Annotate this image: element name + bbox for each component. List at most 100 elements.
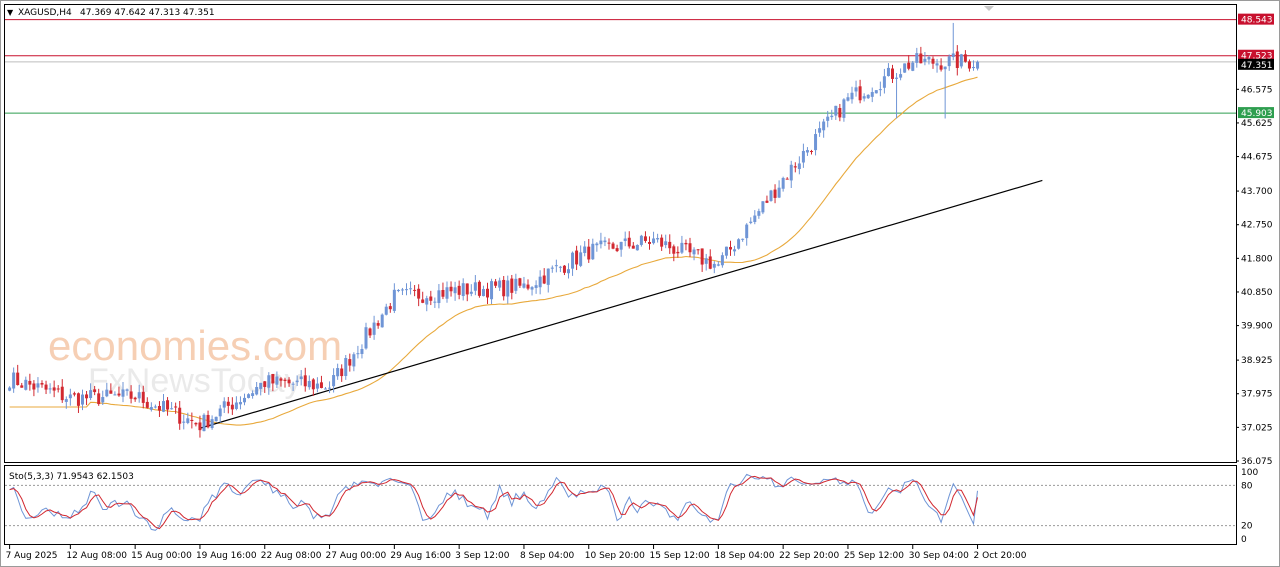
candle [923, 52, 927, 66]
candle-body [396, 290, 400, 292]
candle [36, 377, 40, 393]
candle-body [951, 53, 955, 58]
candle [785, 177, 789, 180]
candle [939, 58, 943, 72]
candle [510, 274, 514, 300]
candle [558, 265, 562, 273]
candle [182, 414, 186, 430]
candle-body [664, 241, 668, 246]
candle-body [716, 264, 720, 266]
candle [12, 367, 16, 393]
candle [886, 63, 890, 77]
candle-body [656, 238, 660, 240]
candle [311, 378, 315, 396]
candle-body [93, 389, 97, 393]
candle [571, 251, 575, 276]
candle-body [324, 388, 327, 390]
candle-body [76, 393, 80, 406]
candle [652, 231, 656, 245]
candle-body [388, 306, 392, 310]
price-tick-label: 42.750 [1241, 221, 1273, 231]
candle [76, 392, 80, 413]
candle-body [797, 163, 801, 170]
candle-body [449, 286, 453, 292]
candle [433, 297, 437, 308]
candle-body [660, 237, 664, 247]
candle [603, 236, 607, 247]
candle-body [125, 389, 129, 391]
candle [623, 231, 627, 247]
price-tick-label: 39.900 [1241, 322, 1273, 332]
candle-body [874, 90, 878, 94]
candle-body [534, 285, 538, 288]
trendline[interactable] [199, 179, 1043, 429]
candle [834, 105, 838, 120]
candle [295, 375, 299, 387]
candle [919, 46, 923, 64]
candle [526, 279, 530, 291]
candle-body [234, 402, 238, 409]
price-panel [4, 4, 1237, 463]
candle [141, 385, 145, 409]
candle-body [137, 392, 141, 399]
candle-body [526, 284, 530, 289]
candle [279, 377, 283, 387]
candle [664, 234, 668, 249]
candle-body [117, 393, 121, 396]
candle [214, 416, 218, 422]
candle-body [546, 268, 550, 285]
candle [976, 60, 980, 71]
candle-body [40, 383, 44, 385]
candle-body [870, 92, 874, 97]
candle-body [591, 243, 595, 260]
candle [951, 22, 955, 61]
candle-body [230, 404, 234, 410]
candle-body [579, 252, 583, 266]
price-tick-label: 37.025 [1241, 423, 1273, 433]
candle-body [85, 394, 89, 399]
candle-body [392, 289, 396, 311]
candle [769, 189, 773, 202]
chevron-down-icon[interactable]: ▼ [7, 8, 14, 17]
candle-body [344, 358, 348, 376]
candle-body [291, 383, 295, 385]
candle [437, 284, 441, 309]
candle-body [648, 242, 651, 244]
candle [656, 233, 660, 243]
candle-body [680, 242, 684, 253]
candle [271, 373, 275, 392]
candle-body [20, 385, 24, 388]
price-axis: 46.575 45.625 44.675 43.700 42.750 41.800 40.8… [1236, 85, 1273, 467]
candle [251, 390, 255, 399]
candle-body [882, 76, 886, 88]
candle [943, 66, 947, 119]
candle [133, 396, 137, 402]
candle-body [429, 296, 433, 301]
candle [538, 270, 542, 295]
candles [8, 22, 980, 438]
candle-body [109, 390, 113, 394]
candle [745, 223, 749, 246]
candle [384, 303, 388, 316]
candle-body [113, 394, 117, 396]
time-tick-label: 8 Sep 04:00 [520, 551, 575, 561]
candle [198, 415, 202, 438]
price-tick-label: 43.700 [1241, 187, 1273, 197]
candle [340, 364, 344, 382]
candle [425, 295, 429, 312]
candle [481, 285, 485, 297]
candle [858, 79, 862, 104]
candle [522, 276, 526, 289]
price-tag-label: 47.523 [1241, 52, 1273, 62]
candle [60, 379, 64, 403]
time-tick-label: 10 Sep 20:00 [585, 551, 645, 561]
candle-body [52, 387, 56, 391]
candle-body [145, 401, 149, 408]
candle-body [854, 87, 858, 92]
chart-shift-marker-icon[interactable] [984, 6, 994, 11]
candle [48, 383, 52, 394]
candle [684, 239, 688, 251]
candle-body [850, 92, 854, 100]
price-tick-label: 41.800 [1241, 254, 1273, 264]
